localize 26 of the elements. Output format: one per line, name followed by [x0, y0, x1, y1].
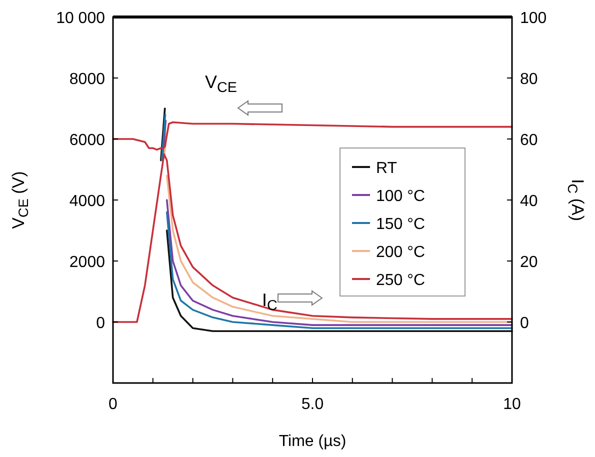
y-tick-label: 10 000 — [56, 10, 106, 27]
x-tick-label: 5.0 — [301, 396, 324, 413]
y-tick-label: 4000 — [69, 193, 106, 210]
y-tick-label: 6000 — [69, 132, 106, 149]
annotation: V$_{CE}$ — [205, 72, 238, 96]
legend-label: 150 °C — [376, 216, 426, 233]
line-series — [166, 230, 513, 332]
legend-label: 100 °C — [376, 188, 426, 205]
x-tick-label: 10 — [503, 396, 521, 413]
line-series — [166, 174, 513, 323]
legend-label: 200 °C — [376, 244, 426, 261]
y2-tick-label: 60 — [520, 132, 538, 149]
y2-tick-label: 100 — [520, 10, 547, 27]
line-series — [112, 153, 513, 323]
y2-tick-label: 0 — [520, 315, 529, 332]
y-tick-label: 8000 — [69, 71, 106, 88]
x-tick-label: 0 — [108, 396, 118, 413]
y-tick-label: 0 — [96, 315, 106, 332]
y-tick-label: 2000 — [69, 254, 106, 271]
y2-tick-label: 80 — [520, 71, 538, 88]
legend-label: RT — [376, 160, 398, 177]
legend-label: 250 °C — [376, 272, 426, 289]
x-axis-title: Time (µs) — [278, 433, 346, 450]
y2-tick-label: 20 — [520, 254, 538, 271]
line-series — [112, 121, 513, 151]
y2-tick-label: 40 — [520, 193, 538, 210]
